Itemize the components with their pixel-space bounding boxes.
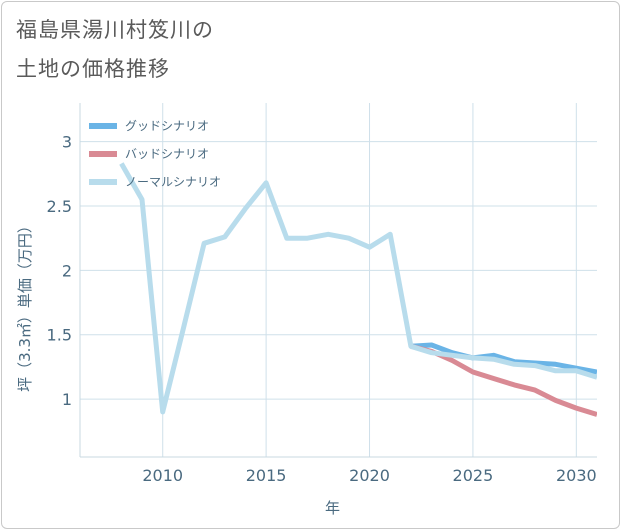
y-tick-label: 3 — [62, 133, 72, 152]
series-line-2 — [119, 162, 597, 415]
legend-label-0: グッドシナリオ — [125, 119, 209, 133]
x-tick-label: 2025 — [453, 466, 494, 485]
y-tick-label: 1 — [62, 390, 72, 409]
x-tick-label: 2030 — [556, 466, 597, 485]
plot-area-border — [79, 103, 597, 458]
chart-title-line1: 福島県湯川村笈川の — [16, 18, 214, 42]
y-axis-title: 坪（3.3㎡）単価（万円） — [16, 218, 34, 392]
y-tick-label: 2.5 — [47, 197, 72, 216]
legend-label-1: バッドシナリオ — [125, 147, 209, 161]
x-axis-ticks: 2010 2015 2020 2025 2030 — [142, 466, 596, 485]
chart-title-line2: 土地の価格推移 — [16, 57, 170, 81]
y-tick-label: 1.5 — [47, 326, 72, 345]
x-tick-label: 2015 — [246, 466, 287, 485]
series-lines — [119, 162, 597, 417]
y-axis-ticks: 1 1.5 2 2.5 3 — [47, 133, 72, 409]
x-tick-label: 2020 — [349, 466, 390, 485]
y-tick-label: 2 — [62, 261, 72, 280]
series-line-0 — [410, 342, 597, 375]
legend-label-2: ノーマルシナリオ — [125, 175, 221, 189]
x-tick-label: 2010 — [142, 466, 183, 485]
x-axis-title: 年 — [325, 499, 340, 517]
